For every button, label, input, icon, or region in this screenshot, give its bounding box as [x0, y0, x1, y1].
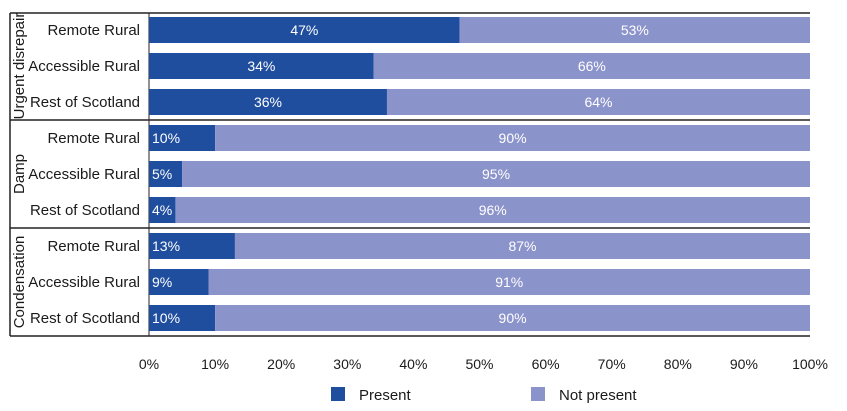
- x-tick-label: 100%: [792, 356, 828, 372]
- group-label: Urgent disrepair: [11, 13, 28, 120]
- data-label: 9%: [152, 274, 172, 290]
- bar-present: [149, 161, 183, 187]
- category-label: Accessible Rural: [28, 58, 140, 75]
- bar-not-present: [459, 17, 810, 43]
- legend-label: Present: [359, 387, 412, 404]
- x-tick-label: 0%: [139, 356, 159, 372]
- x-tick-label: 20%: [267, 356, 295, 372]
- category-label: Remote Rural: [47, 130, 140, 147]
- category-label: Rest of Scotland: [30, 202, 140, 219]
- data-label: 91%: [495, 274, 523, 290]
- x-tick-label: 50%: [465, 356, 493, 372]
- group-label: Condensation: [11, 236, 28, 329]
- category-label: Rest of Scotland: [30, 310, 140, 327]
- bar-not-present: [234, 233, 810, 259]
- x-tick-label: 70%: [598, 356, 626, 372]
- data-label: 36%: [254, 94, 282, 110]
- bar-present: [149, 125, 216, 151]
- bar-not-present: [386, 89, 810, 115]
- data-label: 90%: [499, 310, 527, 326]
- bar-present: [149, 17, 460, 43]
- data-label: 5%: [152, 166, 172, 182]
- bar-not-present: [175, 197, 810, 223]
- data-label: 34%: [247, 58, 275, 74]
- bar-not-present: [215, 305, 811, 331]
- bar-not-present: [182, 161, 811, 187]
- x-tick-label: 10%: [201, 356, 229, 372]
- data-label: 64%: [584, 94, 612, 110]
- data-label: 96%: [479, 202, 507, 218]
- data-label: 4%: [152, 202, 172, 218]
- data-label: 10%: [152, 130, 180, 146]
- x-tick-label: 90%: [730, 356, 758, 372]
- category-label: Rest of Scotland: [30, 94, 140, 111]
- category-label: Remote Rural: [47, 22, 140, 39]
- x-tick-label: 80%: [664, 356, 692, 372]
- bar-not-present: [373, 53, 810, 79]
- bar-present: [149, 53, 374, 79]
- data-label: 66%: [578, 58, 606, 74]
- bar-present: [149, 89, 387, 115]
- data-label: 47%: [290, 22, 318, 38]
- bar-present: [149, 233, 235, 259]
- data-label: 53%: [621, 22, 649, 38]
- data-label: 95%: [482, 166, 510, 182]
- group-label: Damp: [11, 154, 28, 194]
- data-label: 10%: [152, 310, 180, 326]
- x-tick-label: 40%: [399, 356, 427, 372]
- bar-not-present: [215, 125, 811, 151]
- data-label: 90%: [499, 130, 527, 146]
- data-label: 13%: [152, 238, 180, 254]
- legend-label: Not present: [559, 387, 637, 404]
- legend-swatch: [331, 387, 345, 401]
- bar-present: [149, 269, 209, 295]
- x-tick-label: 30%: [333, 356, 361, 372]
- bar-present: [149, 305, 216, 331]
- data-label: 87%: [508, 238, 536, 254]
- bar-present: [149, 197, 176, 223]
- bar-not-present: [208, 269, 811, 295]
- category-label: Remote Rural: [47, 238, 140, 255]
- category-label: Accessible Rural: [28, 166, 140, 183]
- x-tick-label: 60%: [532, 356, 560, 372]
- legend-swatch: [531, 387, 545, 401]
- category-label: Accessible Rural: [28, 274, 140, 291]
